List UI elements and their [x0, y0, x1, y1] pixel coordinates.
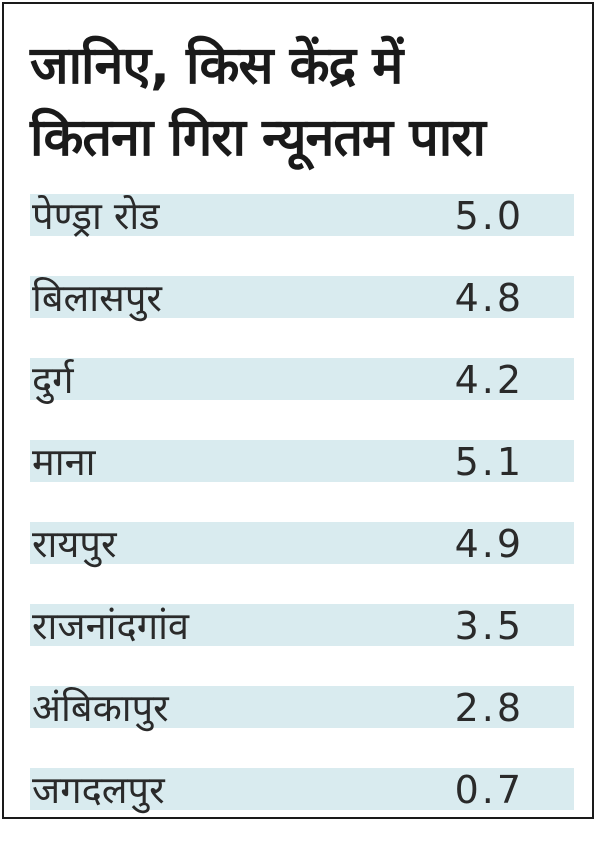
- table-row: पेण्ड्रा रोड 5.0: [30, 194, 574, 276]
- row-band: [30, 358, 574, 400]
- row-band: [30, 686, 574, 728]
- row-band: [30, 768, 574, 810]
- min-temperature-value: 2.8: [454, 686, 524, 730]
- table-row: दुर्ग 4.2: [30, 358, 574, 440]
- temperature-table: पेण्ड्रा रोड 5.0 बिलासपुर 4.8 दुर्ग 4.2 माना 5.…: [30, 194, 574, 850]
- table-row: अंबिकापुर 2.8: [30, 686, 574, 768]
- min-temperature-value: 5.1: [454, 440, 524, 484]
- city-label: जगदलपुर: [32, 768, 165, 812]
- row-band: [30, 440, 574, 482]
- city-label: पेण्ड्रा रोड: [32, 194, 160, 238]
- table-row: जगदलपुर 0.7: [30, 768, 574, 850]
- min-temperature-value: 5.0: [454, 194, 524, 238]
- table-row: राजनांदगांव 3.5: [30, 604, 574, 686]
- chart-title: जानिए, किस केंद्र में कितना गिरा न्यूनतम…: [30, 36, 486, 168]
- table-row: माना 5.1: [30, 440, 574, 522]
- row-band: [30, 276, 574, 318]
- row-band: [30, 194, 574, 236]
- min-temperature-value: 0.7: [454, 768, 524, 812]
- table-frame: जानिए, किस केंद्र में कितना गिरा न्यूनतम…: [2, 2, 594, 819]
- city-label: राजनांदगांव: [32, 604, 190, 648]
- row-band: [30, 604, 574, 646]
- city-label: रायपुर: [32, 522, 117, 566]
- city-label: दुर्ग: [32, 358, 74, 402]
- city-label: माना: [32, 440, 96, 484]
- min-temperature-value: 4.9: [454, 522, 524, 566]
- min-temperature-value: 4.2: [454, 358, 524, 402]
- row-band: [30, 522, 574, 564]
- city-label: अंबिकापुर: [32, 686, 169, 730]
- min-temperature-value: 3.5: [454, 604, 524, 648]
- table-row: बिलासपुर 4.8: [30, 276, 574, 358]
- city-label: बिलासपुर: [32, 276, 162, 320]
- min-temperature-value: 4.8: [454, 276, 524, 320]
- table-row: रायपुर 4.9: [30, 522, 574, 604]
